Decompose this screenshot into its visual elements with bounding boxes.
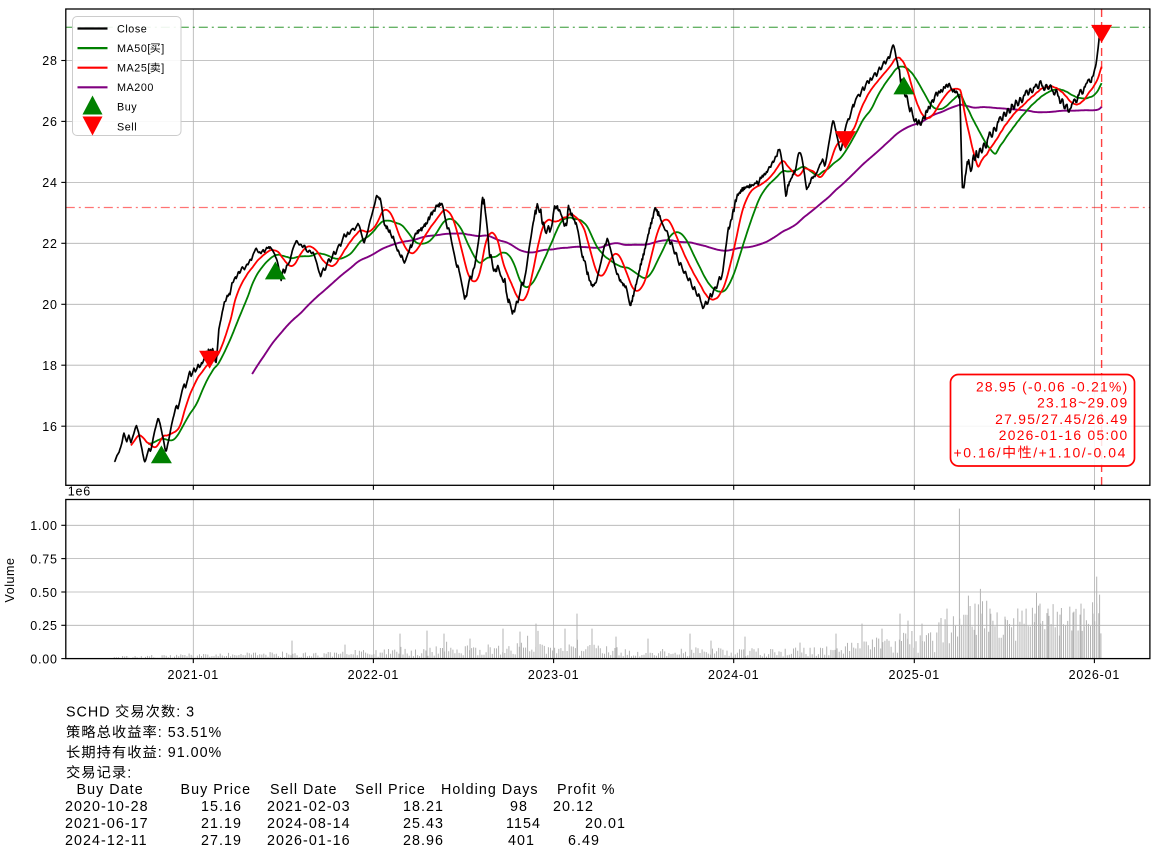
svg-text:Buy Price: Buy Price <box>181 782 252 798</box>
svg-text:+0.16/: +0.16/ <box>954 444 1003 460</box>
svg-text:28.96: 28.96 <box>403 833 444 849</box>
svg-text:22: 22 <box>42 237 58 251</box>
svg-text:28: 28 <box>42 54 58 68</box>
svg-text:20.01: 20.01 <box>585 816 626 832</box>
svg-text:Buy Date: Buy Date <box>77 782 144 798</box>
svg-text:0.75: 0.75 <box>30 552 58 566</box>
svg-text:SCHD: SCHD <box>66 705 111 721</box>
svg-text:Sell Date: Sell Date <box>270 782 337 798</box>
svg-text:/+1.10/-0.04: /+1.10/-0.04 <box>1033 444 1127 460</box>
svg-text:2026-01: 2026-01 <box>1069 668 1120 682</box>
svg-text:Profit %: Profit % <box>557 782 615 798</box>
svg-text:: 53.51%: : 53.51% <box>158 725 222 741</box>
svg-text:2023-01: 2023-01 <box>528 668 579 682</box>
svg-text::: : <box>127 765 132 781</box>
svg-text:25.43: 25.43 <box>403 816 444 832</box>
svg-text:20.12: 20.12 <box>553 799 594 815</box>
svg-text:26: 26 <box>42 115 58 129</box>
svg-text:2026-01-16: 2026-01-16 <box>267 833 351 849</box>
svg-text:2021-06-17: 2021-06-17 <box>65 816 149 832</box>
svg-text:6.49: 6.49 <box>568 833 600 849</box>
svg-text:Sell: Sell <box>117 121 137 133</box>
svg-text:: 91.00%: : 91.00% <box>158 745 222 761</box>
svg-text:Volume: Volume <box>3 558 17 603</box>
svg-text:]: ] <box>161 43 165 55</box>
svg-text:2020-10-28: 2020-10-28 <box>65 799 149 815</box>
svg-text:1154: 1154 <box>506 816 541 832</box>
svg-text:28.95 (-0.06 -0.21%): 28.95 (-0.06 -0.21%) <box>976 380 1129 395</box>
svg-text:0.00: 0.00 <box>30 652 58 666</box>
svg-text:2021-01: 2021-01 <box>168 668 219 682</box>
svg-text:Close: Close <box>117 23 147 35</box>
svg-text:18: 18 <box>42 359 58 373</box>
svg-text:20: 20 <box>42 298 58 312</box>
svg-text:98: 98 <box>510 799 528 815</box>
svg-text:27.19: 27.19 <box>201 833 242 849</box>
svg-text:2024-01: 2024-01 <box>708 668 759 682</box>
svg-text:18.21: 18.21 <box>403 799 444 815</box>
svg-text:MA200: MA200 <box>117 82 154 94</box>
svg-text:21.19: 21.19 <box>201 816 242 832</box>
svg-text:]: ] <box>161 63 165 75</box>
svg-text:Holding Days: Holding Days <box>441 782 539 798</box>
svg-text:24: 24 <box>42 176 58 190</box>
svg-text:27.95/27.45/26.49: 27.95/27.45/26.49 <box>995 412 1128 427</box>
svg-text:1e6: 1e6 <box>68 485 91 499</box>
svg-text:Sell Price: Sell Price <box>355 782 426 798</box>
svg-text:1.00: 1.00 <box>30 519 58 533</box>
svg-text:2026-01-16 05:00: 2026-01-16 05:00 <box>999 428 1129 443</box>
svg-text:2024-08-14: 2024-08-14 <box>267 816 351 832</box>
svg-text:401: 401 <box>508 833 535 849</box>
svg-text:2024-12-11: 2024-12-11 <box>65 833 148 849</box>
svg-text:2022-01: 2022-01 <box>348 668 399 682</box>
svg-text:16: 16 <box>42 420 58 434</box>
svg-text:2021-02-03: 2021-02-03 <box>267 799 351 815</box>
svg-text:MA50[: MA50[ <box>117 43 151 55</box>
svg-text:0.25: 0.25 <box>30 619 58 633</box>
svg-text:: 3: : 3 <box>176 705 195 721</box>
svg-text:Buy: Buy <box>117 102 137 114</box>
svg-text:0.50: 0.50 <box>30 586 58 600</box>
svg-text:15.16: 15.16 <box>201 799 242 815</box>
svg-text:23.18~29.09: 23.18~29.09 <box>1037 396 1128 411</box>
svg-text:MA25[: MA25[ <box>117 63 151 75</box>
svg-text:2025-01: 2025-01 <box>889 668 940 682</box>
